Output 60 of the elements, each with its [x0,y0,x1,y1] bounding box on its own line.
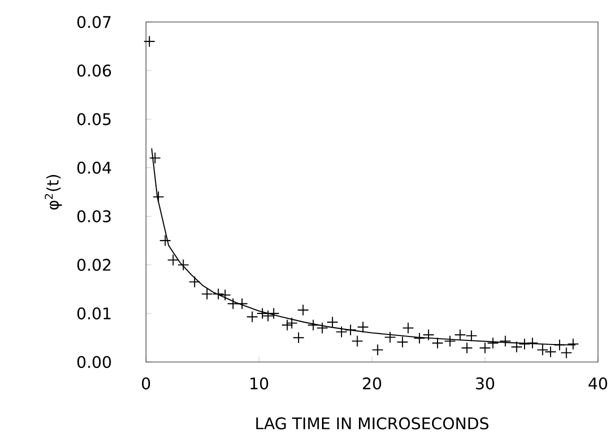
point [149,152,161,164]
x-tick-label: 0 [142,377,150,390]
point [297,304,309,316]
y-tick-label: 0.01 [77,307,110,320]
point [544,346,556,358]
point [518,338,530,350]
point [344,324,356,336]
point [144,36,156,48]
point [422,328,434,341]
point [499,335,512,347]
point [159,234,172,246]
point [286,317,298,330]
x-tick-label: 20 [362,377,382,390]
point [432,337,444,349]
y-tick-label: 0.00 [77,356,111,368]
point [268,308,280,320]
point [444,335,456,347]
x-axis-title: LAG TIME IN MICROSECONDS [256,417,488,430]
point [292,332,304,344]
point [307,319,320,331]
point [188,276,200,288]
point [336,326,348,338]
point [487,337,499,349]
point [281,319,294,331]
point [479,342,491,354]
y-tick-label: 0.06 [77,64,111,77]
point [372,344,384,356]
point [526,337,538,349]
point [236,298,248,310]
point [212,288,224,300]
point [316,322,328,334]
point [396,336,408,348]
point [536,344,548,356]
point [454,328,466,341]
y-tick-label: 0.03 [77,210,111,222]
point [167,254,179,266]
point [227,298,239,310]
point [402,322,414,334]
point [461,342,473,354]
point [567,338,580,350]
point [326,316,338,328]
x-tick-label: 10 [250,377,268,390]
point [201,288,213,300]
point [351,335,364,347]
x-tick-label: 40 [588,377,608,390]
y-tick-label: 0.04 [77,162,112,174]
point [466,330,478,342]
x-tick-label: 30 [476,377,494,390]
point [246,310,258,323]
y-tick-label: 0.05 [77,113,111,126]
point [357,321,369,333]
point [510,341,523,353]
y-tick-label: 0.02 [77,258,110,271]
point [177,258,190,271]
point [414,332,426,344]
point [219,289,231,301]
point [384,331,396,344]
y-axis-title: φ$^{2}$(t) [44,174,62,210]
y-tick-label: 0.07 [77,16,111,28]
point [152,190,164,203]
